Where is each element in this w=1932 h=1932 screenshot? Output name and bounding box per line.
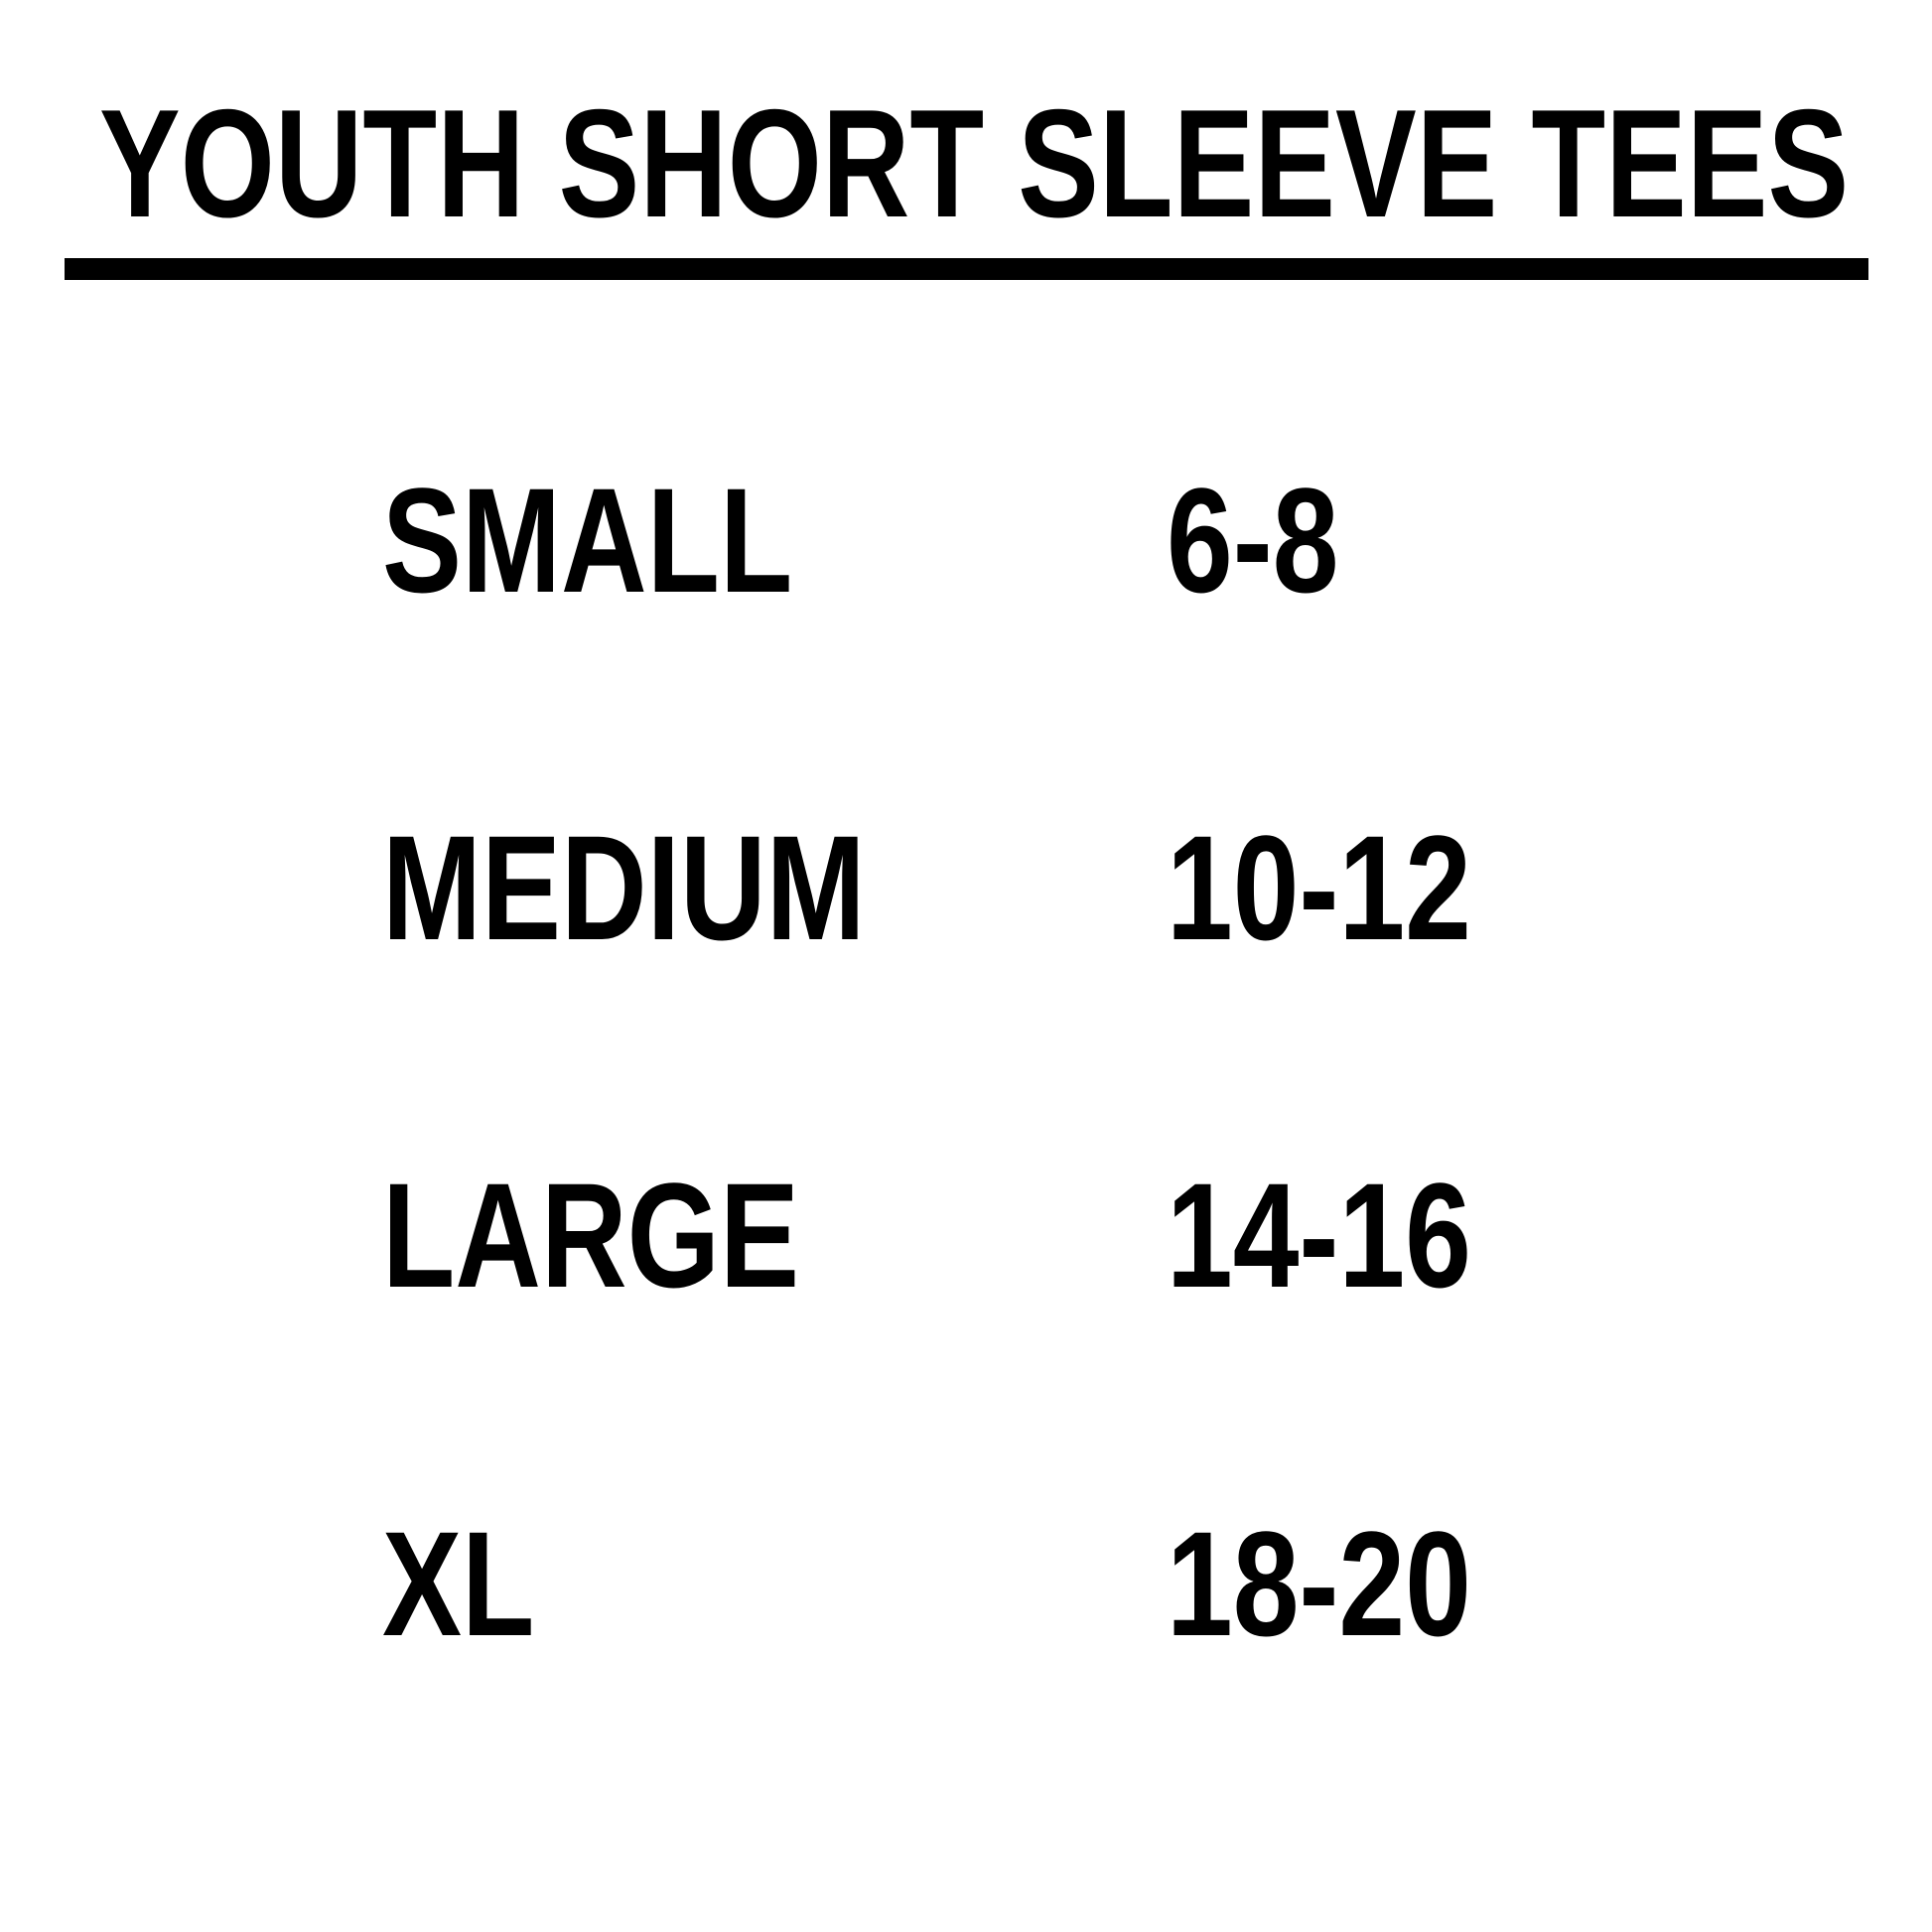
page-title-text: YOUTH SHORT SLEEVE TEES bbox=[99, 77, 1850, 249]
size-row-xl: XL 18-20 bbox=[0, 1509, 1932, 1658]
title-underline bbox=[65, 258, 1868, 280]
size-range: 6-8 bbox=[1167, 457, 1339, 623]
size-label: MEDIUM bbox=[382, 804, 866, 971]
size-label: LARGE bbox=[382, 1152, 799, 1318]
size-row-large: LARGE 14-16 bbox=[0, 1161, 1932, 1310]
size-range: 10-12 bbox=[1167, 804, 1471, 971]
size-row-small: SMALL 6-8 bbox=[0, 466, 1932, 615]
size-label: SMALL bbox=[382, 457, 793, 623]
size-range: 18-20 bbox=[1167, 1500, 1471, 1667]
size-range: 14-16 bbox=[1167, 1152, 1471, 1318]
size-row-medium: MEDIUM 10-12 bbox=[0, 813, 1932, 962]
size-label: XL bbox=[382, 1500, 535, 1667]
page-title: YOUTH SHORT SLEEVE TEES bbox=[99, 86, 1932, 240]
